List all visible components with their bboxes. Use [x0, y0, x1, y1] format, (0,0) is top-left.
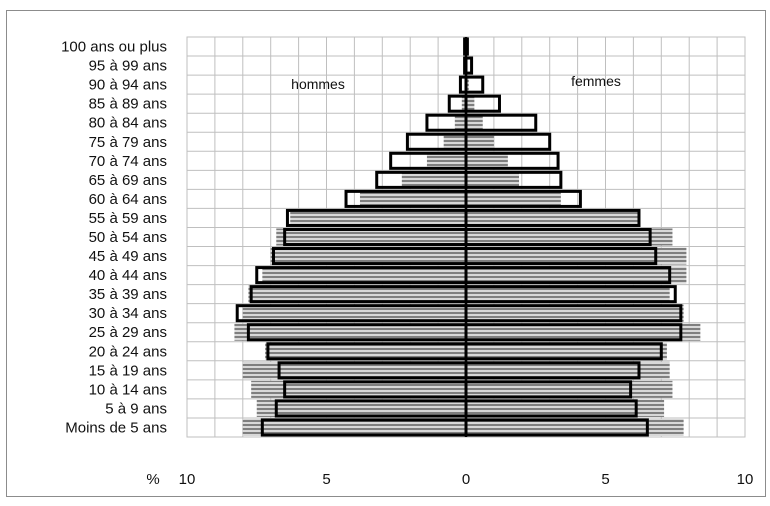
- striped-bar-femmes: [466, 228, 673, 246]
- striped-bar-femmes: [466, 209, 639, 227]
- striped-bar-hommes: [443, 133, 466, 151]
- striped-bar-hommes: [242, 304, 466, 322]
- striped-bar-hommes: [251, 380, 466, 398]
- striped-bar-femmes: [466, 266, 687, 284]
- category-label: 55 à 59 ans: [89, 210, 167, 227]
- striped-bar-femmes: [466, 323, 701, 341]
- striped-bar-femmes: [466, 380, 673, 398]
- category-label: 25 à 29 ans: [89, 324, 167, 341]
- category-label: 85 à 89 ans: [89, 96, 167, 113]
- striped-bar-femmes: [466, 95, 475, 113]
- category-label: 90 à 94 ans: [89, 77, 167, 94]
- striped-bar-hommes: [242, 418, 466, 436]
- striped-bar-hommes: [242, 361, 466, 379]
- category-label: 80 à 84 ans: [89, 115, 167, 132]
- category-label: 95 à 99 ans: [89, 58, 167, 75]
- striped-bar-femmes: [466, 399, 665, 417]
- striped-bar-femmes: [466, 418, 684, 436]
- category-label: 100 ans ou plus: [61, 39, 167, 56]
- label-layer: Moins de 5 ans 5 à 9 ans 10 à 14 ans 15 à 1…: [61, 39, 753, 488]
- striped-bar-hommes: [426, 152, 466, 170]
- side-label-femmes: femmes: [571, 73, 621, 89]
- striped-bar-femmes: [466, 171, 520, 189]
- x-tick-label: 10: [737, 471, 754, 488]
- striped-bar-femmes: [466, 152, 508, 170]
- category-label: 5 à 9 ans: [105, 400, 167, 417]
- category-label: 35 à 39 ans: [89, 286, 167, 303]
- striped-bar-femmes: [466, 342, 667, 360]
- striped-bar-femmes: [466, 304, 684, 322]
- striped-bar-hommes: [401, 171, 466, 189]
- category-label: 10 à 14 ans: [89, 381, 167, 398]
- striped-bar-hommes: [248, 285, 466, 303]
- category-label: 60 à 64 ans: [89, 191, 167, 208]
- x-tick-label: 10: [179, 471, 196, 488]
- striped-bar-hommes: [454, 114, 466, 132]
- x-tick-label: 0: [462, 471, 470, 488]
- striped-bar-hommes: [270, 247, 466, 265]
- category-label: 50 à 54 ans: [89, 229, 167, 246]
- striped-bar-hommes: [461, 95, 466, 113]
- category-label: 40 à 44 ans: [89, 267, 167, 284]
- category-label: 75 à 79 ans: [89, 134, 167, 151]
- striped-bar-hommes: [262, 266, 466, 284]
- category-label: Moins de 5 ans: [65, 419, 167, 436]
- striped-bar-hommes: [256, 399, 466, 417]
- chart-border: [6, 10, 766, 497]
- striped-bar-hommes: [265, 342, 466, 360]
- category-label: 45 à 49 ans: [89, 248, 167, 265]
- striped-bar-hommes: [359, 190, 466, 208]
- striped-bar-femmes: [466, 190, 561, 208]
- striped-bar-hommes: [234, 323, 466, 341]
- category-label: 30 à 34 ans: [89, 305, 167, 322]
- x-tick-label: 5: [601, 471, 609, 488]
- striped-bar-hommes: [290, 209, 466, 227]
- category-label: 15 à 19 ans: [89, 362, 167, 379]
- category-label: 20 à 24 ans: [89, 343, 167, 360]
- striped-bar-hommes: [276, 228, 466, 246]
- striped-bar-femmes: [466, 361, 670, 379]
- striped-bar-femmes: [466, 285, 670, 303]
- side-label-hommes: hommes: [291, 76, 345, 92]
- category-label: 65 à 69 ans: [89, 172, 167, 189]
- x-unit-label: %: [146, 471, 159, 488]
- category-label: 70 à 74 ans: [89, 153, 167, 170]
- striped-bars-layer: [234, 38, 701, 436]
- striped-bar-femmes: [466, 114, 483, 132]
- x-tick-label: 5: [322, 471, 330, 488]
- striped-bar-femmes: [466, 247, 687, 265]
- striped-bar-femmes: [466, 133, 494, 151]
